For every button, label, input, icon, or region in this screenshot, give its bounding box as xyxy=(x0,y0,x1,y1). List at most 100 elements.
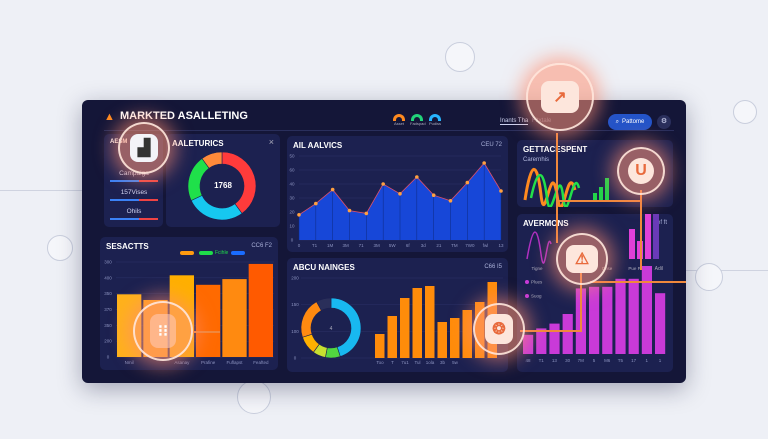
document-node[interactable]: ❂ xyxy=(473,303,525,355)
wave-orange xyxy=(523,167,577,207)
x-tick-label: 7M xyxy=(578,358,585,363)
warning-node[interactable]: ⚠ xyxy=(556,233,608,285)
x-tick-label: T5 xyxy=(618,358,624,363)
magnet-node[interactable]: U xyxy=(617,147,665,195)
x-tick-label: 1 xyxy=(659,358,662,363)
donut-center-label: 4 xyxy=(330,326,333,332)
progress-bar xyxy=(110,218,158,220)
panel-title: ABCU NAINGES xyxy=(293,263,355,272)
side-item[interactable]: Ohils xyxy=(110,208,158,220)
bar xyxy=(628,278,639,354)
area-chart: 50 60 40 30 20 10 00 T1 1M 3M 71 3M 5W 6f 3d 21 TM 7W0 fwl… xyxy=(289,154,504,249)
x-tick-label: 30 xyxy=(565,358,571,363)
data-point xyxy=(482,161,486,165)
logo-arc: Pudiss xyxy=(428,114,442,132)
top-bar xyxy=(629,229,635,259)
side-item-label: Ohils xyxy=(126,208,142,215)
bar xyxy=(641,266,652,354)
bar xyxy=(602,286,613,354)
donut-slice xyxy=(300,301,322,338)
side-item-label: 157Vises xyxy=(120,189,148,196)
bar xyxy=(549,323,560,354)
donut-chart xyxy=(187,151,257,221)
bar xyxy=(562,314,573,354)
legend-swatch xyxy=(199,251,213,255)
legend-item xyxy=(231,251,247,255)
x-tick-label: 1 xyxy=(646,358,649,363)
legend-label: Suog xyxy=(531,294,542,299)
area-chart-panel: AIL AALVICS CEU 72 50 60 40 30 20 10 0 0 T1 1M 3M 7… xyxy=(287,136,508,252)
donut-center-value: 1768 xyxy=(214,181,232,190)
panel-meta: Cef ft xyxy=(652,220,667,226)
document-icon xyxy=(445,42,475,72)
bar xyxy=(400,298,410,358)
panel-meta: CEU 72 xyxy=(480,142,502,148)
bar xyxy=(589,286,600,354)
data-point xyxy=(465,180,470,185)
connector-line xyxy=(686,270,768,271)
donut-slice xyxy=(201,151,223,169)
legend-label: Plues xyxy=(531,280,543,285)
connector-line xyxy=(0,190,90,191)
logo-label: Fadspad xyxy=(410,121,426,126)
data-point xyxy=(314,201,318,206)
user-icon xyxy=(733,100,757,124)
x-tick-label: 6f xyxy=(406,243,411,248)
settings-icon[interactable]: ⚙ xyxy=(657,115,671,129)
engagement-bar xyxy=(599,187,603,202)
panel-meta: CC6 F2 xyxy=(251,243,272,249)
wave-line xyxy=(526,231,552,264)
search-button[interactable]: ⌕ Pattome xyxy=(608,114,652,130)
bar xyxy=(462,310,472,358)
connector-line xyxy=(520,330,582,332)
x-tick-label: Too xyxy=(376,360,384,365)
y-tick-label: 200 xyxy=(104,339,112,344)
x-tick-label: fwl xyxy=(483,243,489,248)
donut-slice xyxy=(316,297,332,311)
data-point xyxy=(364,211,369,216)
y-tick-label: 200 xyxy=(291,276,299,281)
legend-dot xyxy=(525,280,529,284)
panel-title: AALETURICS xyxy=(172,139,224,148)
engagement-bar xyxy=(593,193,597,202)
chart-label: Tigne xyxy=(531,266,543,271)
side-item[interactable]: 157Vises xyxy=(110,189,158,201)
engagement-bar xyxy=(605,178,609,202)
y-tick-label: 30 xyxy=(289,196,295,201)
x-tick-label: M6 xyxy=(604,358,611,363)
x-tick-label: Feafted xyxy=(253,360,269,365)
y-tick-label: 370 xyxy=(104,307,112,312)
export-node[interactable]: ↗ xyxy=(526,63,594,131)
panel-meta: C66 I5 xyxy=(484,264,502,270)
y-tick-label: 0 xyxy=(107,355,110,360)
side-item[interactable]: Campaiga xyxy=(110,170,158,182)
bar xyxy=(437,322,447,358)
nav-link[interactable]: Inants Tha xyxy=(500,118,529,125)
x-tick-label: Fuflapst xyxy=(226,360,243,365)
close-icon[interactable]: × xyxy=(268,137,274,147)
x-tick-label: 71 xyxy=(359,243,365,248)
data-point xyxy=(330,187,335,192)
file-icon xyxy=(695,263,723,291)
data-point xyxy=(448,199,453,203)
logo-label: Pudiss xyxy=(428,121,441,126)
panel-title: AVERMONS xyxy=(523,219,569,228)
x-tick-label: 7u1 xyxy=(401,360,409,365)
x-tick-label: Asanay xyxy=(174,360,190,365)
legend-item: Fcihle xyxy=(199,250,228,256)
data-point xyxy=(381,182,385,186)
analytics-node[interactable]: ▟ xyxy=(118,122,170,174)
progress-bar xyxy=(110,199,158,201)
x-tick-label: 17 xyxy=(631,358,637,363)
divider xyxy=(104,130,674,131)
bar-chart-panel: SESACTTS CC6 F2 Fcihle 300 400 350 370 350 20… xyxy=(100,237,278,370)
data-point xyxy=(499,189,503,193)
legend-swatch xyxy=(180,251,194,255)
x-tick-label: 1M xyxy=(327,243,334,248)
y-tick-label: 150 xyxy=(291,302,299,307)
bar-chart: 300 400 350 370 350 200 0 Nmil Asanay Prafine Fufl… xyxy=(104,260,274,365)
connector-line xyxy=(580,270,582,330)
y-tick-label: 300 xyxy=(104,260,112,265)
dice-node[interactable]: ⁝⁝ xyxy=(133,301,193,361)
bar xyxy=(523,334,534,354)
